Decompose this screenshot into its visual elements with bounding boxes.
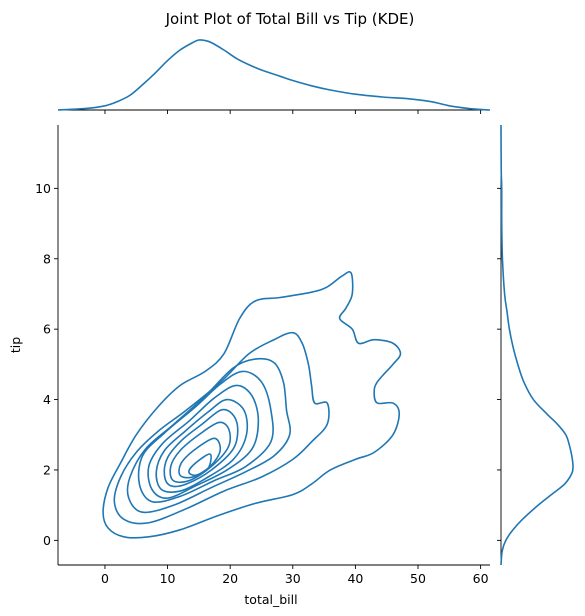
y-tick-label: 0	[43, 533, 51, 548]
kde-contour-level-1	[102, 271, 402, 539]
x-tick-label: 50	[410, 571, 426, 586]
chart-title: Joint Plot of Total Bill vs Tip (KDE)	[165, 10, 415, 28]
main-panel: 0 10 20 30 40 50 60 0 2 4 6 8 10 total_bill tip	[8, 125, 490, 607]
kde-contour-level-2	[113, 331, 330, 525]
kde-contour-level-5	[147, 384, 260, 499]
x-tick-label: 10	[160, 571, 176, 586]
marginal-x-panel	[57, 39, 491, 114]
kde-contour-level-4	[137, 370, 274, 503]
kde-contour-level-7	[163, 408, 239, 488]
kde-contour-level-6	[155, 398, 249, 493]
x-axis-label: total_bill	[244, 592, 297, 607]
kde-contour-level-8	[169, 421, 232, 484]
y-tick-label: 2	[43, 462, 51, 477]
x-tick-label: 20	[222, 571, 238, 586]
x-tick-label: 60	[473, 571, 489, 586]
kde-contour-level-10	[188, 453, 212, 477]
y-tick-label: 8	[43, 251, 51, 266]
kde-contour-level-9	[178, 437, 222, 479]
x-tick-label: 30	[285, 571, 301, 586]
x-tick-label: 40	[347, 571, 363, 586]
marginal-y-panel	[497, 124, 574, 566]
kde-contour-level-3	[126, 357, 291, 514]
x-tick-label: 0	[101, 571, 109, 586]
y-tick-label: 4	[43, 392, 51, 407]
y-tick-label: 10	[35, 181, 51, 196]
marginal-y-density-curve	[500, 124, 574, 566]
marginal-x-density-curve	[57, 39, 491, 111]
y-tick-label: 6	[43, 322, 51, 337]
y-axis-label: tip	[8, 337, 23, 353]
